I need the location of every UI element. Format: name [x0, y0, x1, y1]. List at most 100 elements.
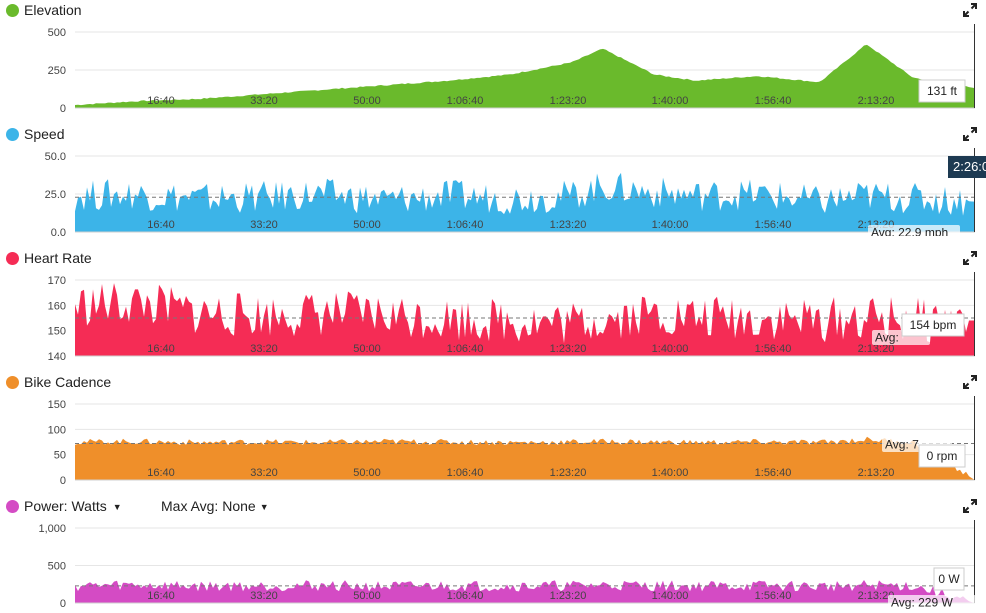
hover-value-box [933, 567, 965, 591]
y-tick-label: 150 [48, 399, 66, 411]
x-tick-label: 1:23:20 [550, 590, 587, 602]
x-tick-label: 16:40 [147, 343, 175, 355]
x-tick-label: 2:13:20 [858, 95, 895, 107]
heart-rate-title: Heart Rate [24, 250, 92, 266]
elevation-title: Elevation [24, 2, 82, 18]
y-tick-label: 500 [48, 561, 66, 573]
y-tick-label: 100 [48, 424, 66, 436]
x-tick-label: 50:00 [353, 590, 381, 602]
power-metric-select[interactable]: Power: Watts ▼ [24, 498, 122, 514]
elevation-panel: Elevation 500 250 0 16:40 33:20 50:00 1:06:40 1… [0, 0, 986, 112]
y-tick-label: 140 [48, 351, 66, 360]
speed-chart[interactable]: 50.0 25.0 0.0 16:40 33:20 50:00 1:06:40 1:23:20… [0, 146, 986, 236]
elevation-header: Elevation [0, 0, 986, 22]
x-tick-label: 1:56:40 [755, 467, 792, 479]
speed-color-dot [6, 128, 19, 141]
caret-down-icon: ▼ [259, 502, 269, 512]
x-tick-label: 1:23:20 [550, 343, 587, 355]
y-tick-label: 50 [54, 450, 66, 462]
avg-label-bg [888, 595, 976, 610]
cadence-header: Bike Cadence [0, 372, 986, 394]
hover-value-label: 0 W [938, 572, 960, 586]
avg-label: Avg: 22.9 mph [871, 226, 948, 237]
x-tick-label: 50:00 [353, 467, 381, 479]
heart-rate-panel: Heart Rate 170 160 150 140 16:40 33:20 50:00 1:… [0, 248, 986, 360]
hover-value-label: 154 bpm [910, 318, 957, 332]
y-tick-label: 250 [48, 65, 66, 77]
caret-down-icon: ▼ [112, 502, 122, 512]
x-tick-label: 16:40 [147, 219, 175, 231]
cadence-panel: Bike Cadence 150 100 50 0 16:40 33:20 50:00 1:0… [0, 372, 986, 484]
bike-cadence-area [75, 436, 975, 480]
x-tick-label: 33:20 [250, 590, 278, 602]
power-chart[interactable]: 1,000 500 0 16:40 33:20 50:00 1:06:40 1:23:20 1:… [0, 518, 986, 613]
power-panel: Power: Watts ▼ Max Avg: None ▼ 1,000 500 0 16… [0, 496, 986, 613]
x-tick-label: 1:23:20 [550, 95, 587, 107]
heart-rate-chart[interactable]: 170 160 150 140 16:40 33:20 50:00 1:06:40 1:23:2… [0, 270, 986, 360]
y-tick-label: 50.0 [45, 151, 66, 163]
x-tick-label: 50:00 [353, 219, 381, 231]
avg-label: Avg: [875, 331, 899, 345]
hover-value-box [918, 79, 966, 103]
expand-icon[interactable] [962, 498, 978, 514]
x-tick-label: 1:40:00 [652, 219, 689, 231]
x-tick-label: 16:40 [147, 590, 175, 602]
expand-icon[interactable] [962, 126, 978, 142]
hover-value-label: 131 ft [927, 84, 958, 98]
y-tick-label: 170 [48, 275, 66, 287]
x-tick-label: 33:20 [250, 467, 278, 479]
hover-time-label: 2:26:0 [948, 156, 986, 178]
hover-value-label: 0 rpm [927, 449, 958, 463]
speed-area [75, 172, 975, 232]
y-tick-label: 150 [48, 326, 66, 338]
expand-icon[interactable] [962, 250, 978, 266]
x-tick-label: 2:13:20 [858, 590, 895, 602]
x-tick-label: 1:23:20 [550, 219, 587, 231]
y-tick-label: 500 [48, 27, 66, 39]
speed-panel: Speed 50.0 25.0 0.0 16:40 33:20 50:00 1:06:40 1… [0, 124, 986, 236]
x-tick-label: 33:20 [250, 343, 278, 355]
max-avg-label: Max Avg: None [161, 498, 256, 514]
hover-value-box [901, 313, 965, 337]
elevation-chart[interactable]: 500 250 0 16:40 33:20 50:00 1:06:40 1:23:20 1:40… [0, 22, 986, 112]
max-avg-select[interactable]: Max Avg: None ▼ [161, 498, 269, 514]
y-tick-label: 160 [48, 300, 66, 312]
heart-rate-color-dot [6, 252, 19, 265]
cadence-chart[interactable]: 150 100 50 0 16:40 33:20 50:00 1:06:40 1:23:20 1:… [0, 394, 986, 484]
y-tick-label: 1,000 [38, 523, 66, 535]
y-tick-label: 0 [60, 475, 66, 484]
x-tick-label: 16:40 [147, 95, 175, 107]
x-tick-label: 33:20 [250, 95, 278, 107]
speed-header: Speed [0, 124, 986, 146]
y-tick-label: 0 [60, 598, 66, 610]
x-tick-label: 50:00 [353, 343, 381, 355]
power-title: Power: Watts [24, 498, 107, 514]
x-tick-label: 1:56:40 [755, 343, 792, 355]
power-header: Power: Watts ▼ Max Avg: None ▼ [0, 496, 986, 518]
x-tick-label: 1:56:40 [755, 219, 792, 231]
x-tick-label: 50:00 [353, 95, 381, 107]
y-tick-label: 0 [60, 103, 66, 112]
x-tick-label: 1:56:40 [755, 590, 792, 602]
heart-rate-header: Heart Rate [0, 248, 986, 270]
x-tick-label: 16:40 [147, 467, 175, 479]
x-tick-label: 1:06:40 [447, 95, 484, 107]
elevation-area [75, 44, 975, 108]
x-tick-label: 33:20 [250, 219, 278, 231]
cadence-title: Bike Cadence [24, 374, 112, 390]
x-tick-label: 1:56:40 [755, 95, 792, 107]
x-tick-label: 1:40:00 [652, 95, 689, 107]
cadence-color-dot [6, 376, 19, 389]
x-tick-label: 1:06:40 [447, 467, 484, 479]
x-tick-label: 1:06:40 [447, 343, 484, 355]
y-tick-label: 0.0 [51, 227, 66, 236]
power-watts-area [75, 580, 975, 603]
y-tick-label: 25.0 [45, 189, 66, 201]
avg-label-bg [868, 225, 960, 236]
x-tick-label: 1:23:20 [550, 467, 587, 479]
speed-title: Speed [24, 126, 65, 142]
expand-icon[interactable] [962, 374, 978, 390]
x-tick-label: 1:40:00 [652, 467, 689, 479]
elevation-color-dot [6, 4, 19, 17]
expand-icon[interactable] [962, 2, 978, 18]
